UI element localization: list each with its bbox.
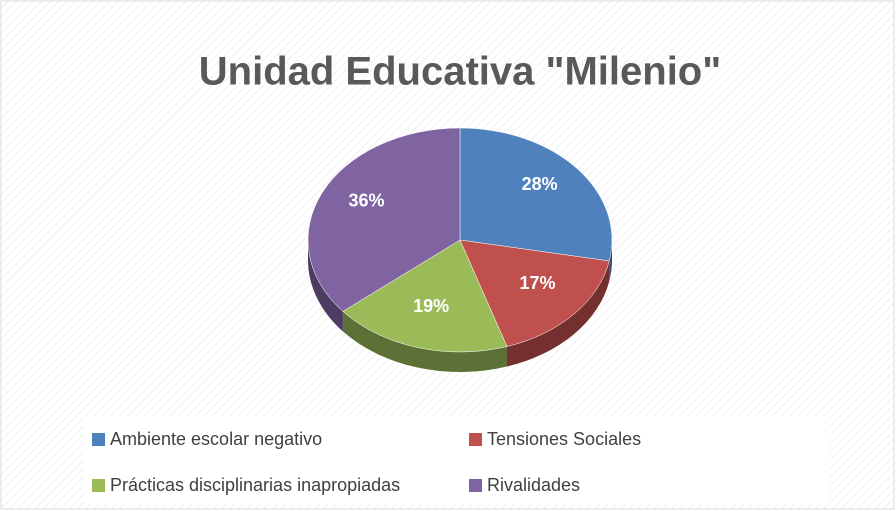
chart-title: Unidad Educativa "Milenio" xyxy=(199,50,721,94)
legend-swatch xyxy=(92,433,105,446)
legend-items: Ambiente escolar negativo Tensiones Socia… xyxy=(92,429,641,495)
data-label: 36% xyxy=(348,190,384,210)
pie-side xyxy=(609,240,612,281)
legend-swatch xyxy=(469,479,482,492)
pie-slice xyxy=(459,239,610,347)
pie-side xyxy=(308,240,343,332)
pie-side xyxy=(342,311,507,372)
legend xyxy=(84,416,830,504)
legend-label: Tensiones Sociales xyxy=(487,429,641,449)
pie: 28% 17% 19% 36% xyxy=(307,127,613,372)
legend-swatch xyxy=(469,433,482,446)
legend-label: Rivalidades xyxy=(487,475,580,495)
legend-swatch xyxy=(92,479,105,492)
pie-slice xyxy=(459,127,613,262)
pie-slice xyxy=(307,127,461,312)
data-label: 17% xyxy=(520,273,556,293)
data-label: 28% xyxy=(522,174,558,194)
pie-side xyxy=(506,260,610,367)
legend-label: Ambiente escolar negativo xyxy=(110,429,322,449)
legend-label: Prácticas disciplinarias inapropiadas xyxy=(110,475,400,495)
pie-slice xyxy=(342,239,508,353)
data-label: 19% xyxy=(413,296,449,316)
